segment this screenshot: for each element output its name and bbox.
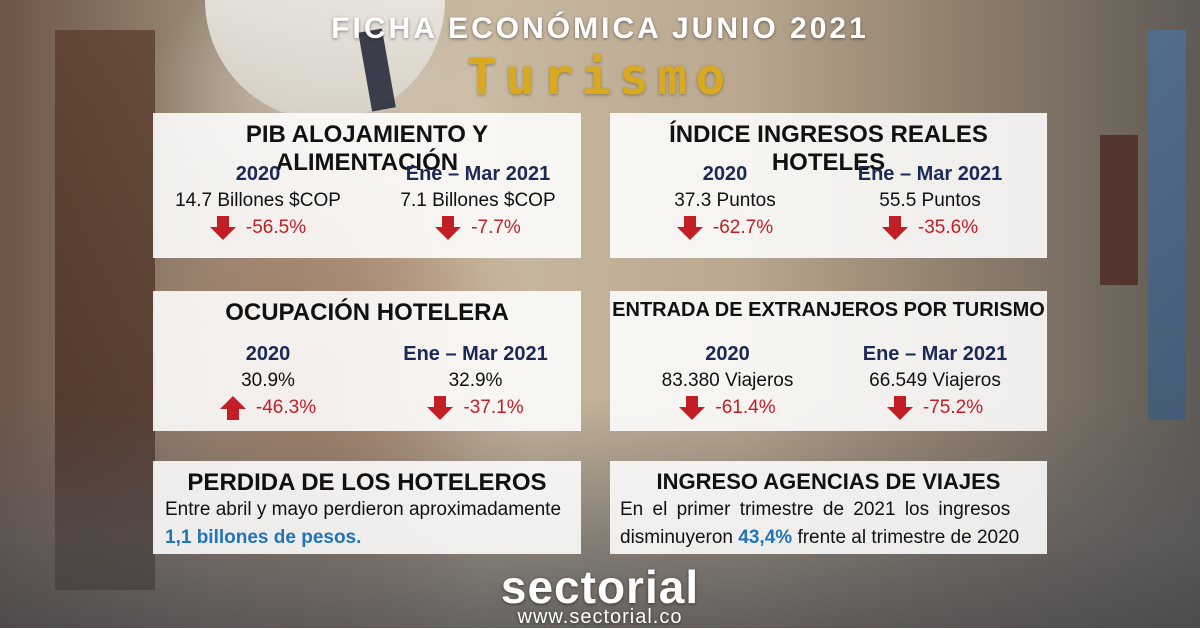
extranjeros-left-column: 2020 83.380 Viajeros -61.4% [625, 343, 830, 420]
ingresos-right-change-value: -35.6% [917, 217, 979, 238]
pib-left-column: 2020 14.7 Billones $COP -56.5% [153, 163, 363, 240]
arrow-down-icon [676, 216, 703, 240]
background-shutter-right [1148, 30, 1186, 420]
page-title: FICHA ECONÓMICA JUNIO 2021 [331, 12, 869, 45]
extranjeros-right-column: Ene – Mar 2021 66.549 Viajeros -75.2% [830, 343, 1040, 420]
arrow-up-icon [219, 396, 246, 420]
pib-right-change-value: -7.7% [471, 217, 521, 238]
agencias-line2: disminuyeron 43,4% frente al trimestre d… [620, 527, 1019, 549]
perdida-text: Entre abril y mayo perdieron aproximadam… [165, 499, 562, 520]
arrow-down-icon [881, 216, 908, 240]
pib-card-title: PIB ALOJAMIENTO Y ALIMENTACIÓN [245, 121, 489, 176]
extranjeros-right-change: -75.2% [830, 396, 1040, 420]
ocupacion-right-value: 32.9% [448, 370, 503, 391]
agencias-highlight: 43,4% [738, 527, 793, 548]
perdida-card-title: PERDIDA DE LOS HOTELEROS [187, 469, 547, 496]
extranjeros-card: ENTRADA DE EXTRANJEROS POR TURISMO 2020 … [610, 291, 1047, 431]
background-door-right [1100, 135, 1138, 285]
agencias-line1: En el primer trimestre de 2021 los ingre… [620, 499, 1011, 520]
ocupacion-left-label: 2020 [245, 343, 291, 365]
brand-logo-word: sectorial [500, 561, 700, 613]
arrow-down-icon [886, 396, 913, 420]
ingresos-right-value: 55.5 Puntos [879, 190, 981, 211]
ocupacion-right-change-value: -37.1% [463, 397, 524, 418]
ingresos-card: ÍNDICE INGRESOS REALES HOTELES 2020 37.3… [610, 113, 1047, 258]
ingresos-left-column: 2020 37.3 Puntos -62.7% [625, 163, 825, 240]
page-subtitle: Turismo [466, 48, 734, 106]
ingresos-right-label: Ene – Mar 2021 [857, 163, 1003, 185]
ocupacion-left-value: 30.9% [241, 370, 295, 391]
ocupacion-left-column: 2020 30.9% -46.3% [168, 343, 368, 420]
ocupacion-left-change-value: -46.3% [255, 397, 317, 418]
ingresos-left-value: 37.3 Puntos [674, 190, 776, 211]
extranjeros-right-change-value: -75.2% [922, 397, 984, 418]
pib-right-change: -7.7% [378, 216, 578, 240]
extranjeros-left-change-value: -61.4% [715, 397, 776, 418]
ocupacion-card: OCUPACIÓN HOTELERA 2020 30.9% -46.3% Ene… [153, 291, 581, 431]
ingresos-left-change-value: -62.7% [712, 217, 774, 238]
agencias-line2-post: frente al trimestre de 2020 [797, 527, 1020, 548]
agencias-line2-pre: disminuyeron [620, 527, 733, 548]
arrow-down-icon [427, 396, 454, 420]
perdida-card: PERDIDA DE LOS HOTELEROS Entre abril y m… [153, 461, 581, 554]
agencias-card: INGRESO AGENCIAS DE VIAJES En el primer … [610, 461, 1047, 554]
extranjeros-left-label: 2020 [705, 343, 750, 365]
perdida-highlight: 1,1 billones de pesos. [165, 527, 362, 548]
ocupacion-right-label: Ene – Mar 2021 [403, 343, 548, 365]
ocupacion-right-change: -37.1% [373, 396, 578, 420]
pib-right-label: Ene – Mar 2021 [405, 163, 551, 185]
pib-right-value: 7.1 Billones $COP [400, 190, 556, 211]
arrow-down-icon [679, 396, 706, 420]
ocupacion-left-change: -46.3% [168, 396, 368, 420]
extranjeros-right-value: 66.549 Viajeros [869, 370, 1001, 391]
ingresos-card-title: ÍNDICE INGRESOS REALES HOTELES [669, 121, 988, 176]
brand-url: www.sectorial.co [517, 606, 683, 628]
ingresos-right-column: Ene – Mar 2021 55.5 Puntos -35.6% [820, 163, 1040, 240]
pib-left-label: 2020 [235, 163, 281, 185]
arrow-down-icon [209, 216, 236, 240]
pib-left-change: -56.5% [153, 216, 363, 240]
ocupacion-card-title: OCUPACIÓN HOTELERA [225, 299, 509, 326]
extranjeros-right-label: Ene – Mar 2021 [862, 343, 1008, 365]
agencias-card-title: INGRESO AGENCIAS DE VIAJES [656, 469, 1001, 494]
ingresos-left-label: 2020 [702, 163, 748, 185]
ingresos-left-change: -62.7% [625, 216, 825, 240]
pib-right-column: Ene – Mar 2021 7.1 Billones $COP -7.7% [378, 163, 578, 240]
pib-card: PIB ALOJAMIENTO Y ALIMENTACIÓN 2020 14.7… [153, 113, 581, 258]
extranjeros-left-change: -61.4% [625, 396, 830, 420]
extranjeros-left-value: 83.380 Viajeros [661, 370, 794, 391]
ocupacion-right-column: Ene – Mar 2021 32.9% -37.1% [373, 343, 578, 420]
arrow-down-icon [435, 216, 462, 240]
brand-logo: sectorial [0, 560, 1200, 614]
pib-left-value: 14.7 Billones $COP [175, 190, 341, 211]
extranjeros-card-title: ENTRADA DE EXTRANJEROS POR TURISMO [612, 299, 1045, 321]
ingresos-right-change: -35.6% [820, 216, 1040, 240]
pib-left-change-value: -56.5% [245, 217, 307, 238]
